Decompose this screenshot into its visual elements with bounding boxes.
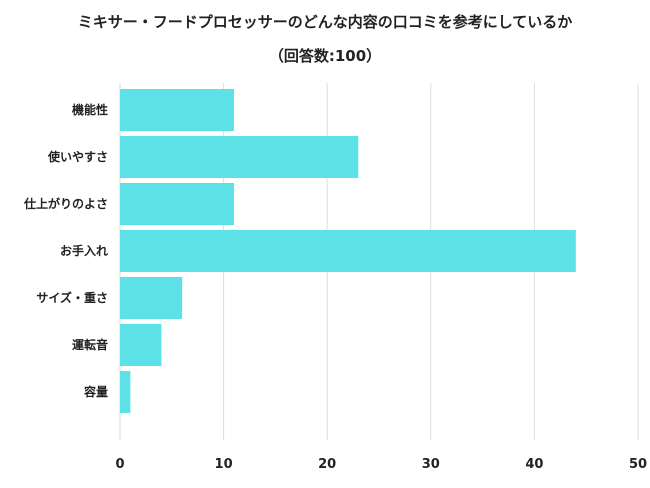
x-tick-label-40: 40 xyxy=(525,457,543,472)
category-label-4: サイズ・重さ xyxy=(36,290,108,305)
bar-6 xyxy=(120,371,131,413)
x-tick-label-10: 10 xyxy=(215,457,233,472)
bar-1 xyxy=(120,136,359,178)
category-label-2: 仕上がりのよさ xyxy=(23,196,108,211)
chart-title: ミキサー・フードプロセッサーのどんな内容の口コミを参考にしているか xyxy=(77,13,573,31)
category-label-6: 容量 xyxy=(83,384,108,399)
bars xyxy=(120,89,576,413)
bar-4 xyxy=(120,277,183,319)
category-label-5: 運転音 xyxy=(72,337,108,352)
bar-5 xyxy=(120,324,162,366)
bar-3 xyxy=(120,230,576,272)
category-label-0: 機能性 xyxy=(72,102,108,117)
x-tick-label-20: 20 xyxy=(318,457,336,472)
x-tick-label-50: 50 xyxy=(629,457,647,472)
x-tick-label-30: 30 xyxy=(422,457,440,472)
chart-subtitle: （回答数:100） xyxy=(268,47,382,65)
x-tick-labels: 0 10 20 30 40 50 xyxy=(115,457,647,472)
bar-0 xyxy=(120,89,234,131)
category-label-3: お手入れ xyxy=(60,243,108,258)
bar-2 xyxy=(120,183,234,225)
x-tick-label-0: 0 xyxy=(115,457,124,472)
category-label-1: 使いやすさ xyxy=(47,149,108,164)
